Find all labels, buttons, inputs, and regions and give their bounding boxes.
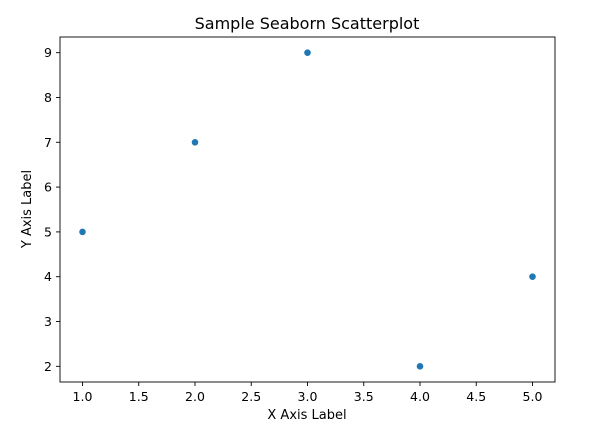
scatter-point — [416, 362, 424, 371]
y-tick-label: 5 — [44, 224, 52, 239]
x-axis-ticks: 1.0 1.5 2.0 2.5 3.0 3.5 4.0 4.5 5.0 — [73, 382, 543, 404]
x-tick-label: 4.0 — [410, 389, 430, 404]
y-tick-label: 2 — [44, 359, 52, 374]
x-tick-label: 5.0 — [523, 389, 543, 404]
x-tick-label: 1.5 — [129, 389, 149, 404]
plot-area-frame — [59, 36, 556, 383]
y-tick-label: 4 — [44, 269, 52, 284]
scatter-point — [78, 228, 87, 236]
y-tick-label: 9 — [44, 45, 52, 60]
x-tick-label: 1.0 — [73, 389, 93, 404]
x-tick-label: 3.5 — [354, 389, 374, 404]
x-axis-label: X Axis Label — [267, 408, 346, 423]
y-axis-label: Y Axis Label — [20, 170, 35, 249]
y-axis-ticks: 2 3 4 5 6 7 8 9 — [44, 45, 60, 374]
x-tick-label: 4.5 — [466, 389, 486, 404]
scatter-point — [191, 138, 199, 147]
y-tick-label: 8 — [44, 90, 52, 105]
x-tick-label: 2.5 — [241, 389, 261, 404]
y-tick-label: 7 — [44, 135, 52, 150]
scatter-point — [303, 48, 312, 57]
y-tick-label: 3 — [44, 314, 52, 329]
scatter-point — [528, 272, 537, 281]
x-tick-label: 2.0 — [185, 389, 205, 404]
chart-title: Sample Seaborn Scatterplot — [195, 14, 420, 33]
y-tick-label: 6 — [44, 180, 52, 195]
scatter-points — [78, 48, 537, 371]
x-tick-label: 3.0 — [298, 389, 318, 404]
